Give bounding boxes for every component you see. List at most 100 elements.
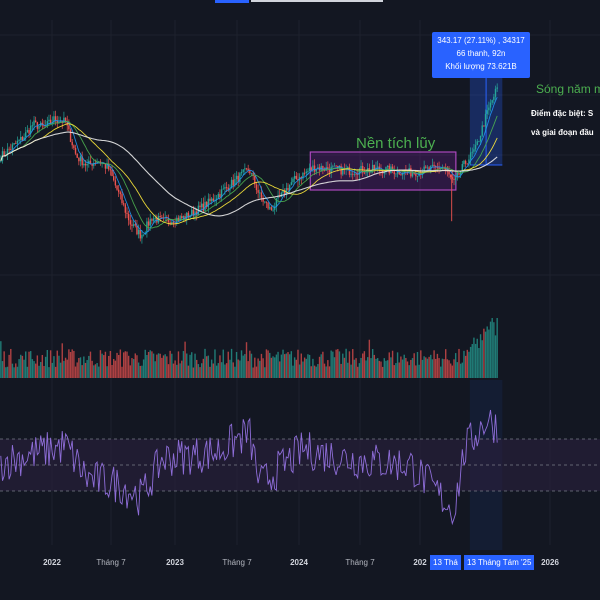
x-tick: 2026 — [541, 558, 559, 567]
volume-bar — [235, 351, 238, 378]
volume-bar — [493, 322, 495, 378]
candle-body — [400, 174, 402, 176]
candle-body — [401, 173, 404, 176]
volume-bar — [68, 349, 70, 378]
candle-body — [451, 177, 454, 179]
candle-body — [418, 171, 420, 176]
candle-body — [177, 217, 180, 221]
volume-bar — [491, 318, 493, 378]
wave-label: Sóng năm m — [536, 82, 600, 96]
candle-body — [64, 117, 67, 122]
volume-bar — [91, 360, 93, 378]
volume-bar — [20, 354, 22, 378]
candle-body — [136, 225, 138, 235]
candle-body — [3, 151, 5, 156]
candle-body — [230, 179, 233, 189]
candle-body — [428, 167, 430, 171]
candle-body — [217, 194, 219, 199]
volume-bar — [330, 350, 332, 378]
volume-bar — [215, 365, 218, 378]
volume-bar — [313, 365, 316, 378]
volume-bar — [227, 351, 229, 378]
candles — [0, 83, 498, 244]
candle-body — [307, 171, 309, 172]
volume-bar — [421, 359, 424, 378]
volume-bar — [430, 354, 432, 378]
candle-body — [28, 129, 30, 134]
candle-body — [489, 102, 492, 108]
candle-body — [461, 164, 464, 172]
volume-bar — [410, 359, 412, 378]
volume-bar — [264, 367, 266, 378]
volume-bar — [308, 354, 311, 378]
candle-body — [257, 190, 259, 193]
candle-body — [362, 165, 364, 173]
volume-bar — [270, 357, 273, 378]
volume-bar — [171, 353, 173, 378]
candle-body — [262, 197, 264, 202]
candle-body — [456, 172, 459, 178]
volume-bar — [373, 354, 376, 378]
volume-bar — [113, 358, 115, 378]
volume-bar — [64, 357, 67, 378]
volume-bar — [43, 365, 45, 378]
candle-body — [436, 166, 439, 168]
candle-body — [58, 121, 60, 123]
candle-body — [398, 170, 400, 175]
toolbar-tab[interactable] — [251, 0, 383, 2]
volume-bar — [283, 354, 286, 378]
volume-bar — [358, 363, 361, 378]
candle-body — [471, 151, 473, 153]
volume-bar — [131, 358, 133, 378]
candle-body — [182, 216, 185, 219]
volume-bar — [340, 363, 342, 378]
candle-body — [277, 195, 279, 199]
volume-bar — [103, 355, 105, 378]
volume-bar — [347, 362, 349, 378]
candle-body — [245, 168, 248, 170]
volume-bar — [33, 361, 35, 378]
volume-bar — [391, 350, 394, 378]
note-line-1: Điểm đặc biệt: S — [531, 109, 594, 118]
candle-body — [478, 141, 480, 143]
x-tick: 2023 — [166, 558, 184, 567]
candle-body — [200, 203, 203, 208]
volume-bar — [411, 358, 414, 378]
volume-bar — [149, 350, 151, 378]
volume-bar — [196, 359, 198, 378]
volume-bar — [169, 350, 171, 378]
volume-bar — [338, 351, 341, 378]
volume-bar — [129, 365, 132, 378]
volume-bar — [390, 357, 392, 378]
candle-body — [395, 173, 397, 175]
volume-bar — [260, 353, 263, 378]
rsi-line — [0, 409, 498, 526]
candle-body — [240, 171, 243, 174]
toolbar-tab-active[interactable] — [215, 0, 249, 3]
volume-bar — [96, 362, 98, 378]
volume-bar — [395, 363, 397, 378]
volume-bar — [274, 357, 276, 378]
volume-bar — [250, 353, 253, 378]
volume-bar — [403, 354, 405, 378]
candle-body — [152, 218, 155, 221]
x-tick: 202 — [413, 558, 427, 567]
x-tick: Tháng 7 — [96, 558, 126, 567]
volume-bar — [61, 343, 63, 378]
candle-body — [486, 110, 488, 114]
candle-body — [56, 120, 58, 123]
volume-bar — [328, 366, 331, 378]
volume-bar — [229, 359, 231, 378]
candle-body — [108, 163, 110, 170]
volume-bar — [16, 366, 19, 378]
volume-bar — [230, 348, 233, 378]
candle-body — [235, 175, 238, 180]
candle-body — [81, 156, 83, 166]
candle-body — [464, 160, 467, 164]
moving-averages — [0, 97, 498, 235]
volume-bar — [282, 349, 284, 378]
volume-bar — [335, 349, 337, 378]
volume-bar — [191, 352, 193, 378]
volume-bar — [469, 346, 472, 378]
